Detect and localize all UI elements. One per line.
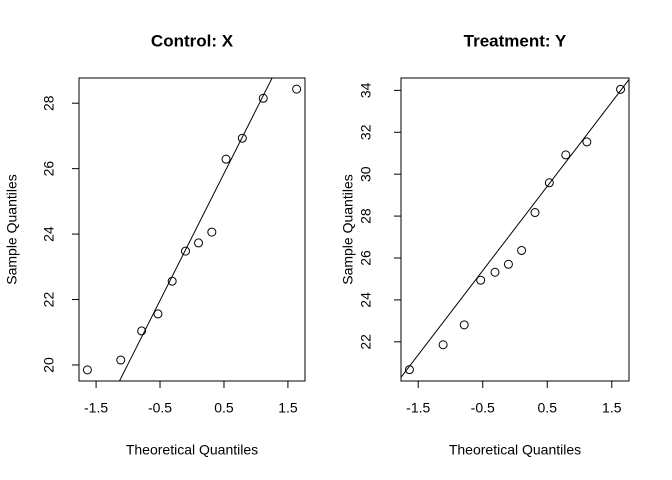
point <box>194 238 204 248</box>
point <box>530 208 540 218</box>
y-axis-label: Sample Quantiles <box>4 174 20 285</box>
plot-frame <box>400 77 630 382</box>
x-tick-label: -1.5 <box>84 400 108 416</box>
x-tick-label: 1.5 <box>602 400 622 416</box>
point <box>258 93 268 103</box>
point <box>292 84 302 94</box>
point <box>153 309 163 319</box>
y-axis-label: Sample Quantiles <box>340 174 356 285</box>
point <box>438 340 448 350</box>
line-clip <box>118 78 273 381</box>
point <box>561 150 571 160</box>
y-tick-label: 26 <box>358 250 374 266</box>
y-tick-label: 28 <box>358 208 374 224</box>
point <box>582 137 592 147</box>
x-axis-label: Theoretical Quantiles <box>126 442 258 458</box>
chart-title: Treatment: Y <box>464 31 567 50</box>
x-tick-label: -1.5 <box>406 400 430 416</box>
y-tick-label: 26 <box>41 161 57 177</box>
point <box>490 267 500 277</box>
x-tick-label: 1.5 <box>278 400 298 416</box>
point <box>180 246 190 256</box>
qq-line <box>118 78 273 381</box>
point <box>207 227 217 237</box>
x-tick-label: 0.5 <box>214 400 234 416</box>
qq-line <box>401 79 629 378</box>
point <box>137 326 147 336</box>
y-tick-label: 22 <box>358 334 374 350</box>
x-tick-label: -0.5 <box>471 400 495 416</box>
chart-title: Control: X <box>151 31 234 50</box>
y-tick-label: 34 <box>358 82 374 98</box>
point <box>404 365 414 375</box>
point <box>503 259 513 269</box>
point <box>237 133 247 143</box>
y-tick-label: 32 <box>358 124 374 140</box>
point <box>517 245 527 255</box>
x-tick-label: -0.5 <box>148 400 172 416</box>
line-clip <box>401 79 629 378</box>
y-tick-label: 24 <box>41 226 57 242</box>
point <box>616 84 626 94</box>
x-tick-label: 0.5 <box>538 400 558 416</box>
point <box>544 178 554 188</box>
point <box>476 275 486 285</box>
point <box>221 154 231 164</box>
y-tick-label: 28 <box>41 95 57 111</box>
y-tick-label: 30 <box>358 166 374 182</box>
y-tick-label: 24 <box>358 292 374 308</box>
y-tick-label: 20 <box>41 357 57 373</box>
x-axis-label: Theoretical Quantiles <box>449 442 581 458</box>
y-tick-label: 22 <box>41 292 57 308</box>
point <box>116 355 126 365</box>
point <box>82 365 92 375</box>
plot-frame <box>78 77 306 382</box>
point <box>167 276 177 286</box>
point <box>459 320 469 330</box>
